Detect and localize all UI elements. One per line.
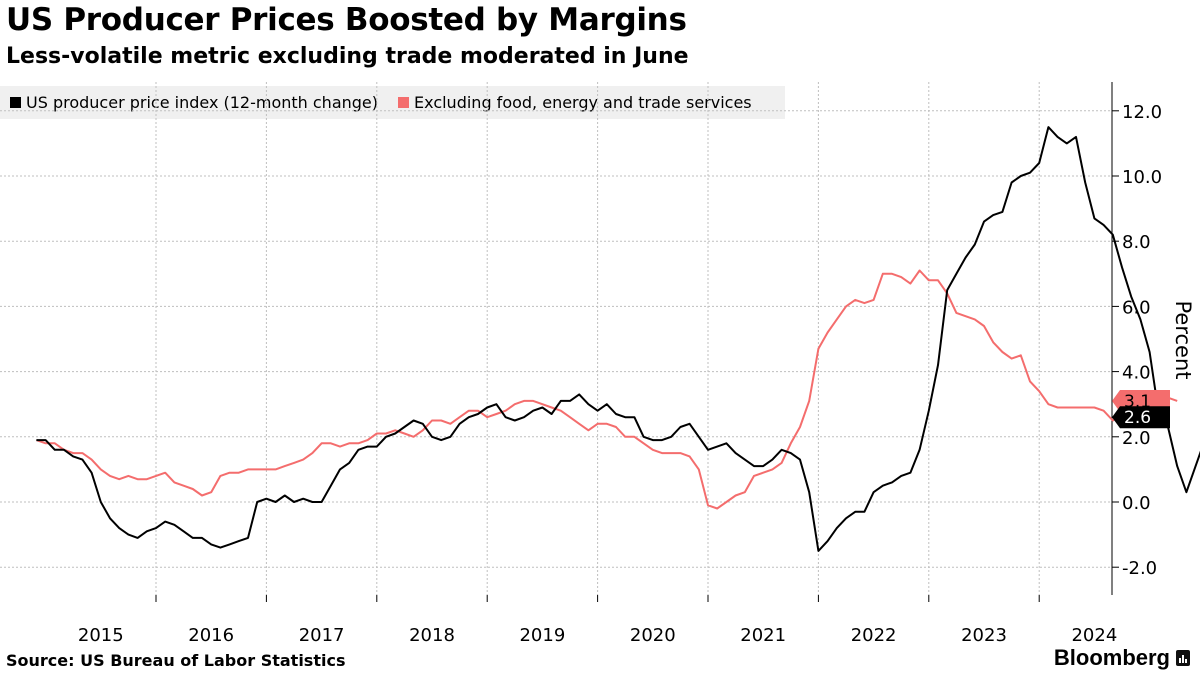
y-tick-label: 0.0 [1122, 493, 1151, 514]
brand-name: Bloomberg [1053, 645, 1170, 670]
legend-swatch-core [398, 97, 410, 108]
end-label-box [1112, 406, 1170, 429]
y-tick-label: 8.0 [1122, 232, 1151, 253]
x-tick-label: 2023 [961, 625, 1007, 646]
end-label-text: 2.6 [1124, 408, 1151, 428]
x-tick-label: 2024 [1071, 625, 1117, 646]
y-tick-label: 2.0 [1122, 428, 1151, 449]
chart-title: US Producer Prices Boosted by Margins [6, 2, 687, 38]
brand-logo: Bloomberg [1054, 645, 1190, 671]
x-tick-label: 2017 [299, 625, 345, 646]
x-tick-label: 2020 [630, 625, 676, 646]
y-tick-label: 10.0 [1122, 167, 1162, 188]
legend-swatch-ppi [10, 97, 21, 108]
y-tick-label: -2.0 [1122, 558, 1157, 579]
legend-item-core: Excluding food, energy and trade service… [398, 93, 752, 112]
x-tick-label: 2022 [851, 625, 897, 646]
legend-label-core: Excluding food, energy and trade service… [414, 93, 752, 112]
series-line-ppi [36, 126, 1200, 552]
x-tick-label: 2018 [409, 625, 455, 646]
chart-subtitle: Less-volatile metric excluding trade mod… [6, 44, 689, 69]
x-tick-label: 2015 [78, 625, 124, 646]
source-note: Source: US Bureau of Labor Statistics [6, 651, 346, 670]
legend-label-ppi: US producer price index (12-month change… [26, 93, 379, 112]
x-tick-label: 2021 [740, 625, 786, 646]
bloomberg-chart-icon [1176, 650, 1190, 666]
y-axis-title: Percent [1171, 300, 1195, 379]
legend: US producer price index (12-month change… [0, 86, 785, 119]
legend-item-ppi: US producer price index (12-month change… [10, 93, 378, 112]
y-tick-label: 12.0 [1122, 102, 1162, 123]
x-tick-label: 2016 [188, 625, 234, 646]
end-label-ppi: 2.6 [1112, 406, 1170, 429]
series-line-core [36, 269, 1178, 510]
y-tick-label: 4.0 [1122, 363, 1151, 384]
x-tick-label: 2019 [519, 625, 565, 646]
